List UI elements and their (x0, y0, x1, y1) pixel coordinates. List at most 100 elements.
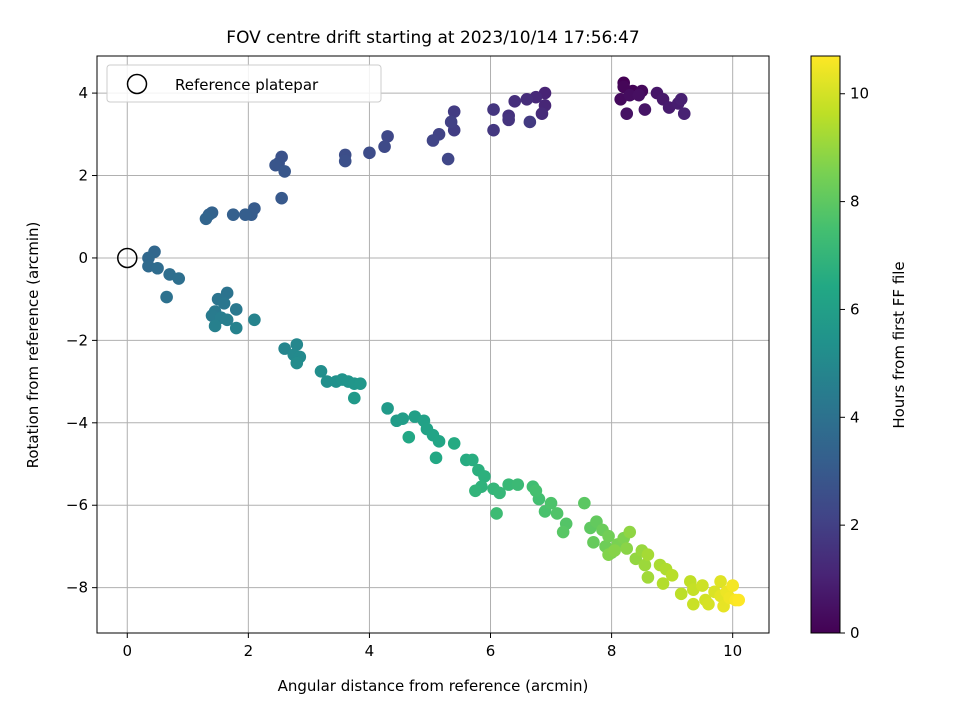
data-point (278, 165, 291, 178)
data-point (444, 115, 458, 129)
axis-ticks: 0 2 4 6 8 10 −8 −6 −4 −2 0 2 4 (66, 84, 742, 660)
legend-box (106, 64, 382, 103)
colorbar: 0 2 4 6 8 10 Hours from first FF file (810, 55, 908, 642)
data-point (487, 123, 500, 137)
data-point (199, 212, 213, 226)
data-point (290, 338, 304, 351)
data-point (641, 571, 655, 584)
colorbar-tick-label: 8 (850, 193, 860, 211)
y-tick-label: 2 (78, 167, 88, 185)
data-point (432, 435, 446, 448)
data-point (378, 140, 391, 153)
colorbar-label: Hours from first FF file (890, 261, 908, 428)
colorbar-tick-label: 0 (850, 624, 860, 642)
data-point (363, 146, 376, 160)
y-tick-label: −6 (66, 496, 88, 514)
data-point (278, 342, 291, 355)
data-point (602, 529, 615, 543)
data-point (314, 364, 328, 378)
x-tick-label: 8 (607, 642, 617, 660)
data-point (502, 478, 515, 491)
data-point (447, 437, 461, 450)
colorbar-tick-label: 2 (850, 516, 860, 534)
data-points (117, 76, 746, 613)
data-point (511, 478, 525, 491)
data-point (696, 579, 709, 592)
data-point (674, 92, 688, 106)
data-point (269, 158, 282, 172)
data-point (402, 430, 416, 444)
colorbar-tick-label: 4 (850, 408, 860, 426)
x-tick-label: 4 (365, 642, 375, 660)
data-point (656, 577, 670, 590)
x-tick-label: 6 (486, 642, 496, 660)
data-point (347, 391, 361, 405)
data-point (320, 375, 334, 388)
data-point (490, 507, 503, 520)
data-point (290, 356, 304, 370)
data-point (535, 107, 549, 120)
legend: Reference platepar (106, 64, 382, 103)
data-point (469, 484, 482, 498)
data-point (620, 542, 634, 555)
data-point (208, 319, 222, 333)
data-point (578, 496, 591, 510)
data-point (229, 321, 243, 335)
data-point (338, 154, 352, 168)
data-point (587, 536, 600, 549)
data-point (248, 313, 261, 327)
data-point (508, 95, 522, 108)
legend-entry-reference: Reference platepar (175, 76, 319, 94)
data-point (550, 507, 564, 520)
data-point (620, 107, 634, 120)
data-point (702, 597, 715, 611)
data-point (608, 544, 621, 557)
data-point (493, 486, 506, 500)
data-point (677, 107, 691, 120)
data-point (732, 593, 746, 607)
x-axis-label: Angular distance from reference (arcmin) (278, 677, 589, 695)
data-point (638, 558, 652, 572)
colorbar-tick-label: 10 (850, 85, 869, 103)
data-point (447, 105, 461, 118)
data-point (674, 587, 688, 601)
data-point (172, 272, 186, 285)
data-point (226, 208, 240, 221)
colorbar-ticks: 0 2 4 6 8 10 (840, 85, 869, 642)
data-point (623, 525, 637, 539)
data-point (687, 597, 700, 611)
data-point (632, 88, 646, 102)
data-point (466, 453, 479, 467)
data-point (641, 548, 655, 561)
data-point (217, 296, 231, 310)
data-point (220, 286, 234, 300)
data-point (381, 130, 394, 143)
legend-reference-marker (126, 73, 148, 95)
reference-point-marker (117, 247, 138, 269)
data-point (544, 496, 558, 510)
data-point (396, 412, 410, 425)
x-tick-label: 10 (723, 642, 742, 660)
data-point (523, 115, 537, 129)
data-point (160, 290, 173, 304)
colorbar-tick-label: 6 (850, 300, 860, 318)
data-point (478, 470, 491, 483)
data-point (665, 569, 679, 582)
data-point (239, 208, 252, 221)
chart-title: FOV centre drift starting at 2023/10/14 … (226, 28, 639, 48)
data-point (354, 377, 367, 390)
colorbar-gradient (810, 55, 841, 634)
data-point (429, 451, 443, 465)
data-point (275, 191, 288, 205)
data-point (623, 88, 637, 102)
data-point (529, 484, 543, 498)
y-axis-label: Rotation from reference (arcmin) (24, 222, 42, 469)
data-point (151, 261, 164, 275)
data-point (520, 92, 534, 106)
y-tick-label: −4 (66, 414, 88, 432)
data-point (441, 152, 455, 166)
plot-frame (96, 55, 770, 634)
data-point (381, 402, 394, 415)
data-point (229, 303, 243, 316)
